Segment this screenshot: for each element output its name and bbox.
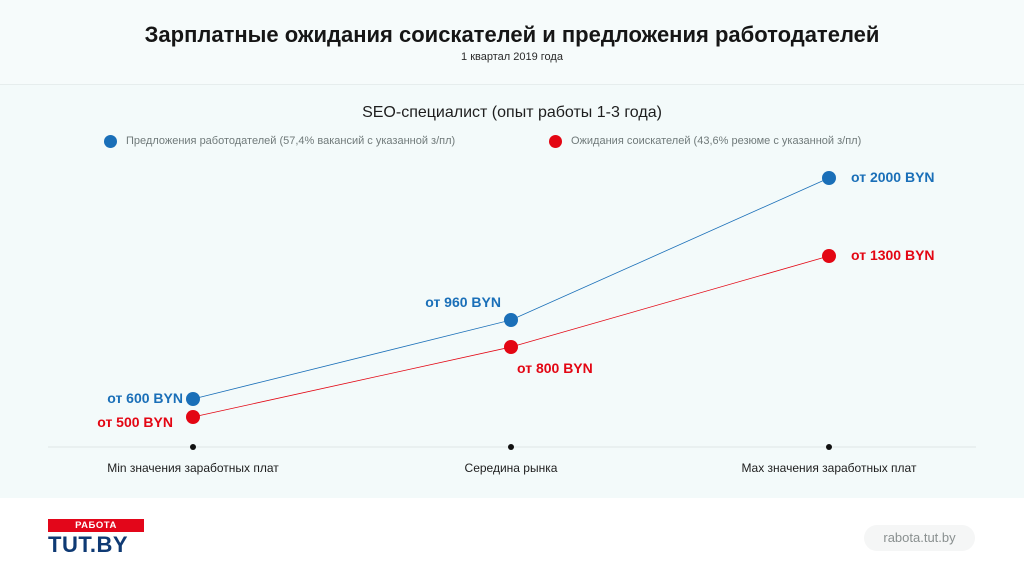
- logo-tag: РАБОТА: [48, 519, 144, 532]
- data-label: от 960 BYN: [425, 294, 501, 310]
- chart-area: [0, 85, 1024, 498]
- series-line: [192, 177, 830, 400]
- legend-marker-employers: [104, 134, 117, 148]
- x-tick-mark: [190, 444, 196, 450]
- data-point: [504, 313, 518, 327]
- tutby-logo[interactable]: РАБОТА TUT.BY: [48, 519, 146, 557]
- page-subtitle: 1 квартал 2019 года: [461, 51, 563, 63]
- data-point: [822, 249, 836, 263]
- x-tick-mark: [826, 444, 832, 450]
- page-title: Зарплатные ожидания соискателей и предло…: [144, 22, 880, 47]
- series-line: [192, 255, 830, 418]
- chart-title: SEO-специалист (опыт работы 1-3 года): [362, 104, 662, 121]
- x-tick-label: Max значения заработных плат: [742, 461, 917, 475]
- site-link[interactable]: rabota.tut.by: [864, 525, 975, 551]
- header-band: [0, 0, 1024, 85]
- data-point: [186, 392, 200, 406]
- footer: [0, 498, 1024, 576]
- x-tick-label: Min значения заработных плат: [107, 461, 279, 475]
- data-point: [822, 171, 836, 185]
- data-label: от 2000 BYN: [851, 169, 935, 185]
- x-tick-mark: [508, 444, 514, 450]
- data-label: от 500 BYN: [97, 414, 173, 430]
- legend-label-applicants: Ожидания соискателей (43,6% резюме с ука…: [571, 135, 862, 147]
- data-label: от 600 BYN: [107, 390, 183, 406]
- data-label: от 1300 BYN: [851, 247, 935, 263]
- legend-marker-applicants: [549, 134, 562, 148]
- legend-item-employers: Предложения работодателей (57,4% ваканси…: [104, 133, 455, 149]
- data-label: от 800 BYN: [517, 360, 593, 376]
- data-point: [186, 410, 200, 424]
- legend-label-employers: Предложения работодателей (57,4% ваканси…: [126, 135, 456, 147]
- x-tick-label: Середина рынка: [465, 461, 558, 475]
- legend-item-applicants: Ожидания соискателей (43,6% резюме с ука…: [549, 133, 861, 149]
- data-point: [504, 340, 518, 354]
- logo-wordmark: TUT.BY: [48, 532, 128, 557]
